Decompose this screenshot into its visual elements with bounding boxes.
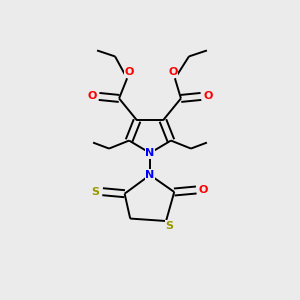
- Text: S: S: [165, 221, 173, 231]
- Text: O: O: [199, 185, 208, 195]
- Text: N: N: [146, 170, 154, 180]
- Text: O: O: [168, 68, 178, 77]
- Text: O: O: [87, 92, 97, 101]
- Text: O: O: [203, 92, 213, 101]
- Text: O: O: [124, 68, 134, 77]
- Text: N: N: [146, 148, 154, 158]
- Text: S: S: [92, 187, 100, 197]
